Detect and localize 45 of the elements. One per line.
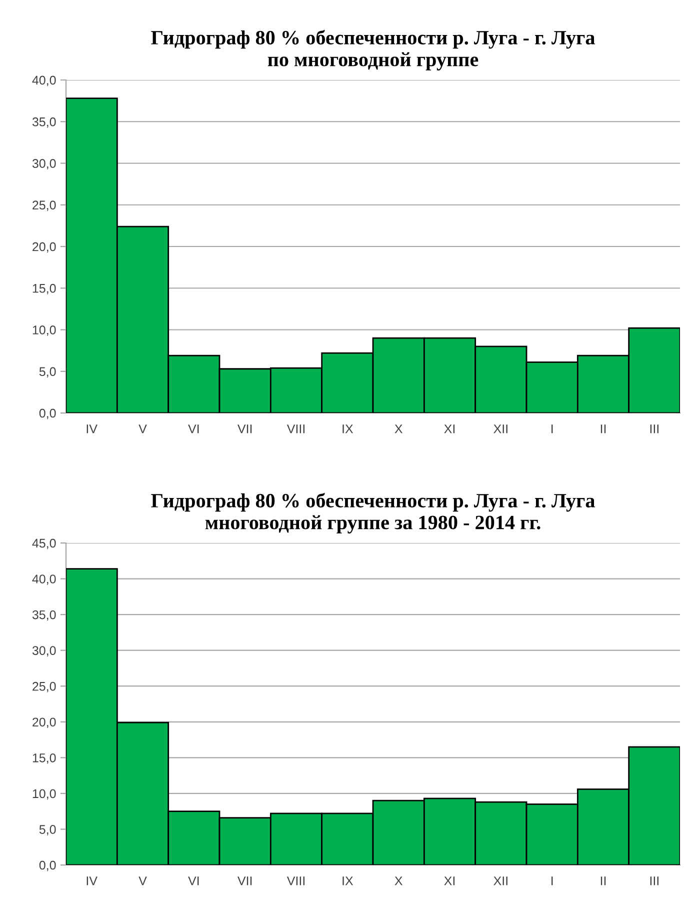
x-tick-label: III	[650, 876, 658, 886]
x-tick-label: X	[394, 876, 402, 886]
x-tick-label: XI	[444, 424, 454, 434]
y-tick-label: 5,0	[39, 367, 56, 378]
x-tick-label: IX	[342, 876, 354, 886]
y-tick-label: 0,0	[39, 408, 56, 420]
y-tick-label: 20,0	[32, 242, 56, 253]
x-tick-label: IV	[86, 876, 98, 886]
y-tick-label: 0,0	[39, 860, 56, 872]
y-tick-label: 40,0	[32, 76, 56, 86]
x-tick-label: V	[138, 876, 147, 886]
y-tick-label: 10,0	[32, 789, 56, 800]
y-tick-label: 35,0	[32, 610, 56, 621]
y-tick-label: 20,0	[32, 718, 56, 728]
x-tick-label: VI	[188, 876, 199, 886]
x-tick-label: VIII	[286, 424, 304, 434]
x-tick-label: VIII	[286, 876, 304, 886]
y-tick-label: 5,0	[39, 825, 56, 836]
chart-title: Гидрограф 80 % обеспеченности р. Луга - г. Луга многоводной группе за 1980 - 2014 гг.	[151, 492, 595, 534]
x-tick-label: XII	[494, 876, 508, 886]
x-tick-label: XII	[494, 424, 508, 434]
y-tick-label: 25,0	[32, 200, 56, 212]
x-tick-label: II	[600, 876, 606, 886]
x-tick-label: X	[394, 424, 402, 434]
y-tick-label: 45,0	[32, 538, 56, 550]
x-tick-label: II	[600, 424, 606, 434]
y-tick-label: 40,0	[32, 574, 56, 585]
x-tick-label: XI	[444, 876, 454, 886]
y-tick-label: 30,0	[32, 159, 56, 170]
x-tick-label: IX	[342, 424, 354, 434]
x-tick-label: III	[650, 424, 658, 434]
x-tick-label: I	[552, 424, 553, 434]
x-tick-label: VII	[237, 424, 252, 434]
y-tick-label: 25,0	[32, 682, 56, 692]
y-tick-label: 30,0	[32, 646, 56, 656]
x-tick-label: V	[138, 424, 147, 434]
y-tick-label: 15,0	[32, 284, 56, 294]
y-tick-label: 15,0	[32, 753, 56, 764]
y-tick-label: 10,0	[32, 326, 56, 336]
chart-title: Гидрограф 80 % обеспеченности р. Луга - г. Луга по многоводной группе	[151, 30, 595, 70]
x-tick-label: VI	[188, 424, 199, 434]
x-tick-label: VII	[237, 876, 252, 886]
y-tick-label: 35,0	[32, 117, 56, 128]
x-tick-label: I	[552, 876, 553, 886]
x-tick-label: IV	[86, 424, 98, 434]
